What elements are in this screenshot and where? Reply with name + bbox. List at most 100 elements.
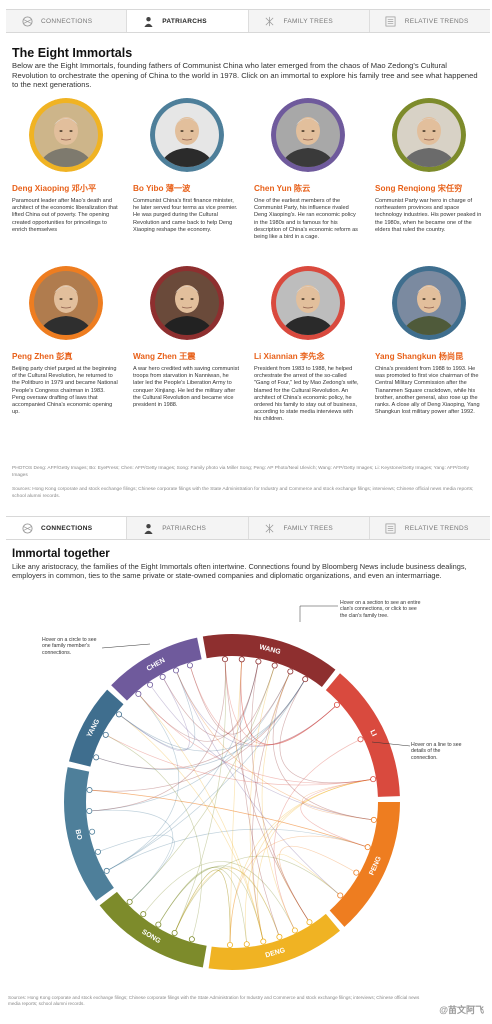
clan-arc-deng[interactable]: [208, 913, 340, 970]
member-circle[interactable]: [94, 848, 101, 855]
patriarch-name[interactable]: Li Xiannian 李先念: [254, 352, 325, 361]
connection-line[interactable]: [224, 660, 337, 745]
connection-line[interactable]: [90, 789, 367, 848]
member-circle[interactable]: [86, 787, 93, 794]
member-circle[interactable]: [140, 911, 147, 918]
clan-arc-peng[interactable]: [329, 802, 400, 927]
member-circle[interactable]: [255, 658, 262, 665]
connection-line[interactable]: [300, 778, 373, 848]
connection-line[interactable]: [251, 662, 310, 922]
patriarch-name[interactable]: Deng Xiaoping 邓小平: [12, 184, 97, 193]
patriarch-name[interactable]: Peng Zhen 彭真: [12, 352, 73, 361]
connection-line[interactable]: [279, 845, 356, 922]
connection-line[interactable]: [244, 778, 373, 944]
portrait-photo[interactable]: [28, 266, 103, 340]
connection-line[interactable]: [224, 660, 310, 922]
member-circle[interactable]: [86, 807, 93, 814]
clan-label-li[interactable]: LI: [368, 729, 377, 738]
connection-line[interactable]: [90, 789, 367, 848]
portrait-photo[interactable]: [391, 266, 466, 340]
portrait-photo[interactable]: [391, 98, 466, 172]
member-circle[interactable]: [370, 816, 377, 823]
connection-line[interactable]: [174, 867, 280, 937]
member-circle[interactable]: [135, 690, 142, 697]
member-circle[interactable]: [102, 731, 109, 738]
connection-line[interactable]: [302, 778, 373, 821]
connection-line[interactable]: [106, 735, 203, 939]
patriarch-card[interactable]: Song Renqiong 宋任穷 Communist Party war her…: [371, 98, 486, 241]
patriarch-card[interactable]: Bo Yibo 薄一波 Communist China's first finan…: [129, 98, 244, 241]
clan-arc-li[interactable]: [325, 673, 400, 797]
portrait-photo[interactable]: [28, 98, 103, 172]
connection-line[interactable]: [273, 739, 360, 930]
patriarch-card[interactable]: Wang Zhen 王震 A war hero credited with sav…: [129, 266, 244, 424]
connection-line[interactable]: [150, 685, 373, 821]
tab-connections[interactable]: CONNECTIONS: [6, 10, 128, 32]
member-circle[interactable]: [93, 754, 100, 761]
connection-line[interactable]: [249, 666, 275, 941]
patriarch-name[interactable]: Bo Yibo 薄一波: [133, 184, 191, 193]
clan-arc-wang[interactable]: [202, 634, 336, 687]
patriarch-name[interactable]: Song Renqiong 宋任穷: [375, 184, 463, 193]
connection-line[interactable]: [90, 809, 174, 902]
member-circle[interactable]: [271, 662, 278, 669]
connection-line[interactable]: [96, 679, 306, 770]
tab-family-trees[interactable]: FAMILY TREES: [249, 10, 370, 32]
clan-arc-yang[interactable]: [68, 689, 124, 767]
clan-arc-song[interactable]: [99, 891, 207, 968]
member-circle[interactable]: [302, 676, 309, 683]
connection-line[interactable]: [138, 662, 259, 742]
connection-line[interactable]: [158, 866, 264, 941]
tab-family-trees[interactable]: FAMILY TREES: [249, 517, 370, 539]
connection-line[interactable]: [174, 660, 227, 933]
connection-line[interactable]: [251, 672, 291, 941]
member-circle[interactable]: [306, 919, 313, 926]
portrait-photo[interactable]: [270, 98, 345, 172]
connection-line[interactable]: [158, 867, 247, 944]
patriarch-name[interactable]: Chen Yun 陈云: [254, 184, 311, 193]
portrait-photo[interactable]: [149, 266, 224, 340]
tab-relative-trends[interactable]: RELATIVE TRENDS: [370, 10, 490, 32]
connection-line[interactable]: [174, 869, 231, 944]
connection-line[interactable]: [229, 835, 367, 944]
member-circle[interactable]: [171, 929, 178, 936]
member-circle[interactable]: [188, 936, 195, 943]
connection-line[interactable]: [189, 666, 337, 746]
member-circle[interactable]: [364, 844, 371, 851]
patriarch-card[interactable]: Peng Zhen 彭真 Beijing party chief purged a…: [8, 266, 123, 424]
patriarch-card[interactable]: Li Xiannian 李先念 President from 1983 to 19…: [250, 266, 365, 424]
connection-line[interactable]: [98, 834, 175, 902]
tab-patriarchs[interactable]: PATRIARCHS: [127, 517, 249, 539]
portrait-photo[interactable]: [270, 266, 345, 340]
member-circle[interactable]: [89, 828, 96, 835]
connection-line[interactable]: [107, 828, 367, 871]
connection-line[interactable]: [90, 660, 226, 812]
connection-line[interactable]: [162, 662, 259, 737]
connection-line[interactable]: [107, 662, 259, 871]
member-circle[interactable]: [333, 701, 340, 708]
connection-line[interactable]: [176, 671, 337, 747]
connection-line[interactable]: [107, 679, 306, 871]
patriarch-card[interactable]: Yang Shangkun 杨尚昆 China's president from …: [371, 266, 486, 424]
member-circle[interactable]: [370, 776, 377, 783]
connection-line[interactable]: [229, 778, 373, 944]
member-circle[interactable]: [126, 898, 133, 905]
connection-line[interactable]: [119, 714, 264, 941]
member-circle[interactable]: [353, 869, 360, 876]
connection-line[interactable]: [189, 666, 275, 735]
connection-line[interactable]: [158, 865, 280, 937]
connection-line[interactable]: [261, 672, 295, 930]
connection-line[interactable]: [138, 694, 264, 941]
member-circle[interactable]: [227, 941, 234, 948]
connection-line[interactable]: [279, 679, 373, 784]
connection-line[interactable]: [138, 694, 373, 784]
member-circle[interactable]: [222, 656, 229, 663]
member-circle[interactable]: [147, 681, 154, 688]
tab-connections[interactable]: CONNECTIONS: [6, 517, 128, 539]
connection-line[interactable]: [143, 861, 295, 930]
connection-line[interactable]: [96, 672, 291, 770]
tab-relative-trends[interactable]: RELATIVE TRENDS: [370, 517, 490, 539]
patriarch-card[interactable]: Deng Xiaoping 邓小平 Paramount leader after …: [8, 98, 123, 241]
member-circle[interactable]: [103, 867, 110, 874]
member-circle[interactable]: [337, 892, 344, 899]
